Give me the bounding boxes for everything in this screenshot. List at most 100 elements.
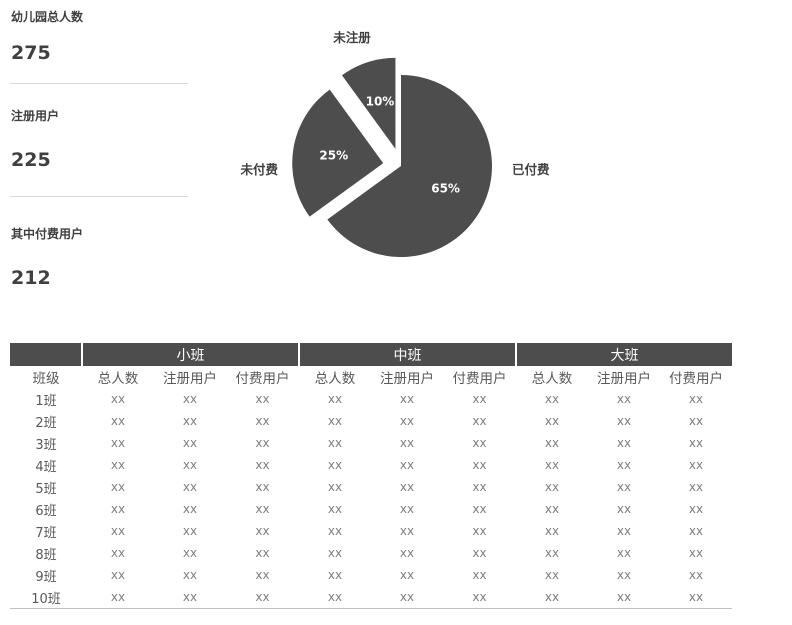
table-cell: xx — [544, 392, 560, 406]
table-cell: xx — [327, 414, 343, 428]
table-cell: xx — [472, 524, 487, 538]
group-header-middle: 中班 — [298, 343, 516, 366]
table-cell: xx — [544, 458, 560, 472]
class-name-cell: 8班 — [35, 547, 57, 563]
class-name-cell: 10班 — [10, 586, 82, 609]
table-row: 7班 xx xx xx xx xx xx xx xx xx — [10, 520, 732, 542]
kpi-label: 其中付费用户 — [11, 227, 84, 241]
table-cell: xx — [327, 502, 343, 516]
class-name-cell: 3班 — [35, 437, 57, 453]
kpi-value: 225 — [11, 149, 51, 171]
class-name-cell: 5班 — [35, 481, 57, 497]
table-cell: xx — [472, 414, 487, 428]
table-cell: xx — [544, 414, 560, 428]
pie-category-label: 未注册 — [332, 30, 371, 45]
table-cell: xx — [327, 392, 343, 406]
table-cell: xx — [688, 458, 704, 472]
table-cell: xx — [110, 480, 126, 494]
sub-header-cell: 付费用户 — [235, 371, 290, 387]
table-cell: xx — [255, 436, 270, 450]
table-cell: xx — [616, 524, 632, 538]
table-row: 5班 xx xx xx xx xx xx xx xx xx — [10, 476, 732, 498]
table-cell: xx — [327, 524, 343, 538]
table-cell: xx — [472, 546, 487, 560]
table-cell: xx — [516, 586, 588, 609]
table-cell: xx — [182, 458, 198, 472]
table-cell: xx — [110, 458, 126, 472]
pie-percent-label: 10% — [366, 94, 395, 108]
table-cell: xx — [182, 436, 198, 450]
table-row: 6班 xx xx xx xx xx xx xx xx xx — [10, 498, 732, 520]
table-cell: xx — [110, 392, 126, 406]
table-cell: xx — [154, 586, 226, 609]
sub-header-row: 班级 总人数 注册用户 付费用户 总人数 注册用户 付费用户 总人数 注册用户 付费用户 — [10, 366, 732, 388]
table-row: 8班 xx xx xx xx xx xx xx xx xx — [10, 542, 732, 564]
table-cell: xx — [472, 568, 487, 582]
class-name-cell: 7班 — [35, 525, 57, 541]
class-name-cell: 4班 — [35, 459, 57, 475]
table-cell: xx — [371, 586, 443, 609]
group-header-blank — [10, 343, 82, 366]
divider — [10, 83, 188, 84]
table-cell: xx — [688, 436, 704, 450]
class-stats-table: 小班 中班 大班 班级 总人数 注册用户 付费用户 总人数 注册用户 付费用户 总人数 注册用… — [10, 343, 733, 609]
table-cell: xx — [255, 568, 270, 582]
sub-header-cell: 付费用户 — [669, 371, 724, 387]
group-header-small: 小班 — [81, 343, 299, 366]
table-cell: xx — [182, 414, 198, 428]
divider — [10, 196, 188, 197]
table-cell: xx — [544, 436, 560, 450]
table-cell: xx — [110, 568, 126, 582]
table-cell: xx — [472, 480, 487, 494]
table-body: 1班 xx xx xx xx xx xx xx xx xx 2班 xx xx xx xx xx xx xx xx xx… — [10, 388, 733, 609]
table-cell: xx — [327, 546, 343, 560]
table-cell: xx — [472, 392, 487, 406]
table-cell: xx — [327, 568, 343, 582]
class-name-cell: 9班 — [35, 569, 57, 585]
table-cell: xx — [299, 586, 371, 609]
table-row: 1班 xx xx xx xx xx xx xx xx xx — [10, 388, 732, 410]
table-cell: xx — [327, 458, 343, 472]
table-cell: xx — [443, 586, 516, 609]
kpi-label: 注册用户 — [11, 109, 60, 123]
table-cell: xx — [182, 546, 198, 560]
sub-header-cell: 付费用户 — [452, 371, 507, 387]
group-header-row: 小班 中班 大班 — [10, 343, 733, 366]
pie-category-label: 已付费 — [512, 162, 550, 177]
table-cell: xx — [255, 458, 270, 472]
table-row: 4班 xx xx xx xx xx xx xx xx xx — [10, 454, 732, 476]
table-cell: xx — [588, 586, 660, 609]
table-cell: xx — [544, 546, 560, 560]
table-cell: xx — [399, 524, 415, 538]
pie-slice — [327, 75, 493, 257]
class-name-cell: 6班 — [35, 503, 57, 519]
table-cell: xx — [182, 524, 198, 538]
table-cell: xx — [616, 502, 632, 516]
table-cell: xx — [399, 546, 415, 560]
table-cell: xx — [255, 480, 270, 494]
table-cell: xx — [688, 524, 704, 538]
table-cell: xx — [182, 568, 198, 582]
pie-chart: 65% 已付费 25% 未付费 10% 未注册 — [239, 30, 550, 257]
sub-header-cell: 总人数 — [314, 371, 356, 387]
table-cell: xx — [399, 392, 415, 406]
pie-slice — [341, 57, 396, 149]
table-cell: xx — [472, 502, 487, 516]
sub-header-cell: 注册用户 — [380, 371, 434, 387]
class-column-header: 班级 — [32, 371, 60, 387]
table-cell: xx — [255, 414, 270, 428]
table-cell: xx — [472, 458, 487, 472]
kpi-label: 幼儿园总人数 — [11, 10, 84, 24]
table-cell: xx — [616, 546, 632, 560]
table-row: 3班 xx xx xx xx xx xx xx xx xx — [10, 432, 732, 454]
table-cell: xx — [660, 586, 733, 609]
pie-percent-label: 25% — [319, 148, 348, 162]
table-cell: xx — [255, 524, 270, 538]
table-cell: xx — [399, 502, 415, 516]
table-row: 9班 xx xx xx xx xx xx xx xx xx — [10, 564, 732, 586]
table-cell: xx — [544, 480, 560, 494]
table-cell: xx — [110, 502, 126, 516]
sub-header-cell: 注册用户 — [163, 371, 217, 387]
table-cell: xx — [82, 586, 154, 609]
group-header-large: 大班 — [514, 343, 733, 366]
